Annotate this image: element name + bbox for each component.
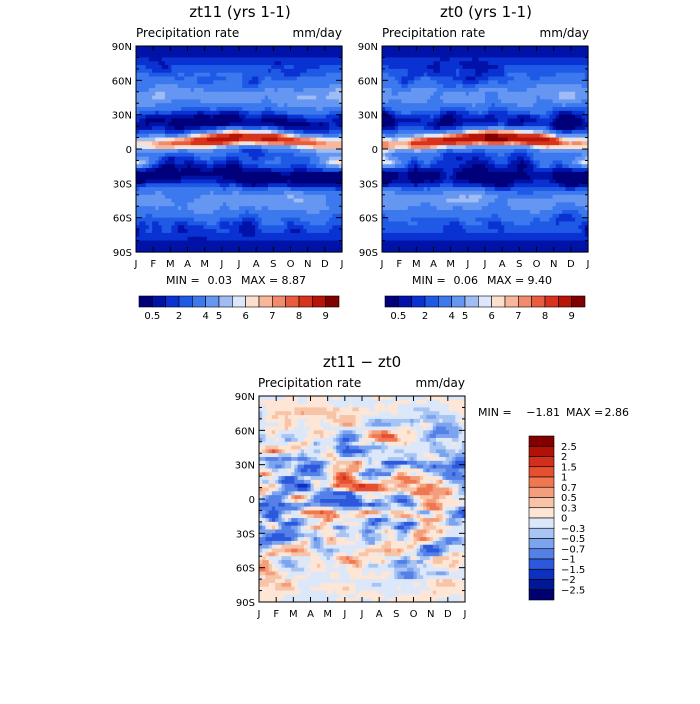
- colorbar-swatch: [299, 296, 312, 307]
- subtitle-right: mm/day: [540, 26, 590, 40]
- x-tick-label: O: [287, 259, 295, 270]
- x-tick-label: J: [134, 259, 138, 270]
- x-tick-label: A: [184, 259, 191, 270]
- subtitle-right: mm/day: [293, 26, 343, 40]
- heatmap-plot: [136, 46, 343, 253]
- y-tick-label: 60N: [112, 76, 132, 87]
- y-tick-label: 60S: [113, 214, 132, 225]
- colorbar-swatch: [219, 296, 232, 307]
- heatmap-plot: [382, 46, 589, 253]
- y-tick-labels: 90N 60N 30N 0 30S 60S 90S: [112, 42, 132, 259]
- colorbar-label: 9: [323, 311, 329, 322]
- y-tick-label: 90S: [113, 248, 132, 259]
- colorbar-swatch: [139, 296, 152, 307]
- colorbar-label: 7: [269, 311, 275, 322]
- subtitle-left: Precipitation rate: [382, 26, 485, 40]
- colorbar-swatch: [246, 296, 259, 307]
- y-tick-label: 90N: [112, 42, 132, 53]
- x-tick-label: J: [237, 259, 241, 270]
- colorbar-label: 2: [176, 311, 182, 322]
- y-tick-label: 30S: [113, 179, 132, 190]
- colorbar-label: 0.5: [144, 311, 160, 322]
- colorbar-swatch: [259, 296, 272, 307]
- max-value: 8.87: [282, 274, 307, 287]
- subtitle-left: Precipitation rate: [136, 26, 239, 40]
- x-tick-label: M: [166, 259, 175, 270]
- colorbar-label: 4: [203, 311, 209, 322]
- x-tick-label: A: [253, 259, 260, 270]
- colorbar-swatch: [286, 296, 299, 307]
- max-label: MAX =: [241, 274, 278, 287]
- x-tick-label: D: [321, 259, 329, 270]
- colorbar-label: 5: [216, 311, 222, 322]
- colorbar: [139, 296, 339, 307]
- colorbar-swatch: [166, 296, 179, 307]
- colorbar-label: 8: [296, 311, 302, 322]
- x-tick-label: M: [200, 259, 209, 270]
- x-tick-label: F: [150, 259, 156, 270]
- x-tick-label: S: [270, 259, 276, 270]
- colorbar-swatch: [206, 296, 219, 307]
- x-tick-label: N: [304, 259, 311, 270]
- y-tick-label: 0: [126, 145, 132, 156]
- colorbar-labels: 0.5 2 4 5 6 7 8 9: [144, 311, 329, 322]
- colorbar-swatch: [272, 296, 285, 307]
- panel-zt0: zt0 (yrs 1-1) Precipitation rate mm/day …: [358, 3, 590, 322]
- colorbar-swatch: [192, 296, 205, 307]
- colorbar-swatch: [326, 296, 339, 307]
- min-label: MIN =: [166, 274, 200, 287]
- colorbar-swatch: [232, 296, 245, 307]
- panel-title: zt11 (yrs 1-1): [189, 3, 290, 21]
- panel-zt11: zt11 (yrs 1-1) Precipitation rate mm/day…: [112, 3, 344, 322]
- x-tick-label: J: [219, 259, 223, 270]
- x-tick-labels: J F M A M J J A S O N D J: [134, 259, 344, 270]
- colorbar-swatch: [152, 296, 165, 307]
- colorbar-label: 6: [243, 311, 249, 322]
- x-tick-label: J: [340, 259, 344, 270]
- colorbar-swatch: [179, 296, 192, 307]
- colorbar-swatch: [312, 296, 325, 307]
- y-tick-label: 30N: [112, 111, 132, 122]
- min-value: 0.03: [208, 274, 233, 287]
- panel-title: zt0 (yrs 1-1): [440, 3, 532, 21]
